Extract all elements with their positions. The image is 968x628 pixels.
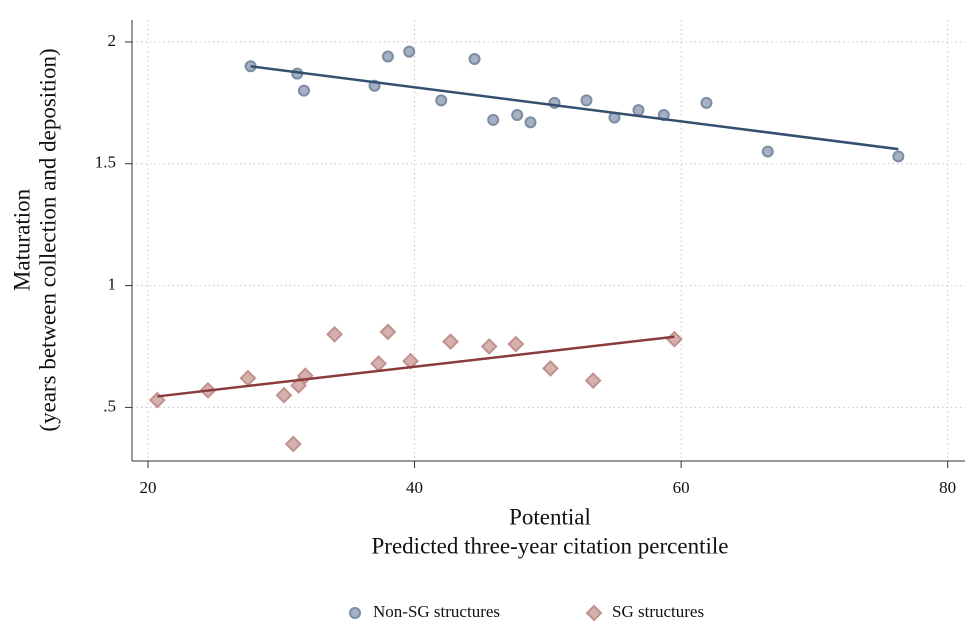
x-tick-label: 80	[939, 478, 956, 497]
point	[700, 96, 713, 109]
x-axis-subtitle: Predicted three-year citation percentile	[372, 533, 729, 558]
y-tick-label: 2	[108, 31, 117, 50]
point	[403, 45, 416, 58]
point	[892, 150, 905, 163]
y-tick-label: 1.5	[95, 153, 116, 172]
point	[524, 116, 537, 129]
point	[290, 377, 308, 394]
y-axis-title: Maturation	[9, 188, 34, 291]
point	[584, 372, 602, 390]
fit-line	[157, 335, 675, 398]
point	[275, 386, 293, 404]
point	[761, 145, 774, 158]
point	[542, 359, 559, 377]
y-tick-label: 1	[108, 274, 117, 293]
point	[442, 333, 459, 351]
point	[507, 335, 525, 353]
legend-marker	[349, 607, 361, 619]
point	[326, 325, 344, 343]
point	[296, 367, 314, 385]
point	[370, 355, 387, 372]
legend-label: Non-SG structures	[373, 602, 500, 621]
y-tick-label: .5	[103, 396, 116, 415]
point	[487, 113, 500, 126]
point	[297, 84, 310, 97]
point	[511, 109, 524, 122]
x-tick-label: 40	[406, 478, 423, 497]
point	[580, 94, 593, 107]
x-axis-title: Potential	[509, 504, 591, 529]
point	[379, 323, 397, 341]
y-axis-subtitle: (years between collection and deposition…	[35, 48, 60, 431]
point	[284, 435, 302, 453]
point	[239, 369, 257, 387]
legend-label: SG structures	[612, 602, 704, 621]
point	[480, 338, 498, 355]
fit-line	[250, 65, 899, 151]
point	[381, 50, 394, 63]
point	[666, 330, 683, 348]
point	[468, 52, 481, 65]
point	[148, 391, 166, 409]
legend-marker	[585, 604, 603, 622]
point	[435, 94, 448, 107]
x-tick-label: 60	[673, 478, 690, 497]
point	[632, 104, 645, 117]
x-tick-label: 20	[139, 478, 156, 497]
